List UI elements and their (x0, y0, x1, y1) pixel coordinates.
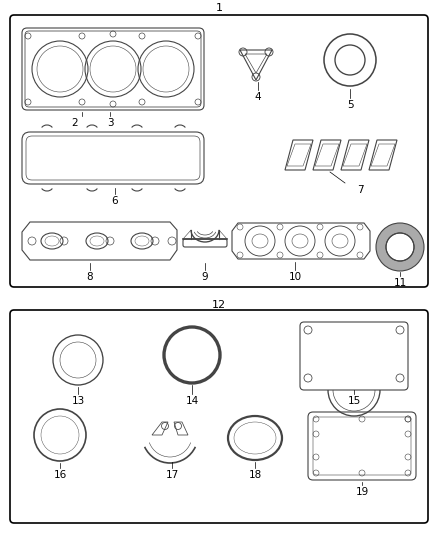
Text: 10: 10 (289, 272, 301, 282)
Text: 18: 18 (248, 470, 261, 480)
Text: 12: 12 (212, 300, 226, 310)
Text: 1: 1 (215, 3, 223, 13)
Text: 4: 4 (254, 92, 261, 102)
Text: 13: 13 (71, 396, 85, 406)
Text: 2: 2 (72, 118, 78, 128)
Text: 11: 11 (393, 278, 406, 288)
Text: 15: 15 (347, 396, 360, 406)
Text: 8: 8 (87, 272, 93, 282)
Text: 5: 5 (347, 100, 353, 110)
Text: 3: 3 (107, 118, 113, 128)
Text: 6: 6 (112, 196, 118, 206)
Text: 7: 7 (357, 185, 363, 195)
Text: 9: 9 (201, 272, 208, 282)
Text: 17: 17 (166, 470, 179, 480)
Wedge shape (376, 223, 424, 271)
Text: 19: 19 (355, 487, 369, 497)
Text: 16: 16 (53, 470, 67, 480)
Text: 14: 14 (185, 396, 198, 406)
